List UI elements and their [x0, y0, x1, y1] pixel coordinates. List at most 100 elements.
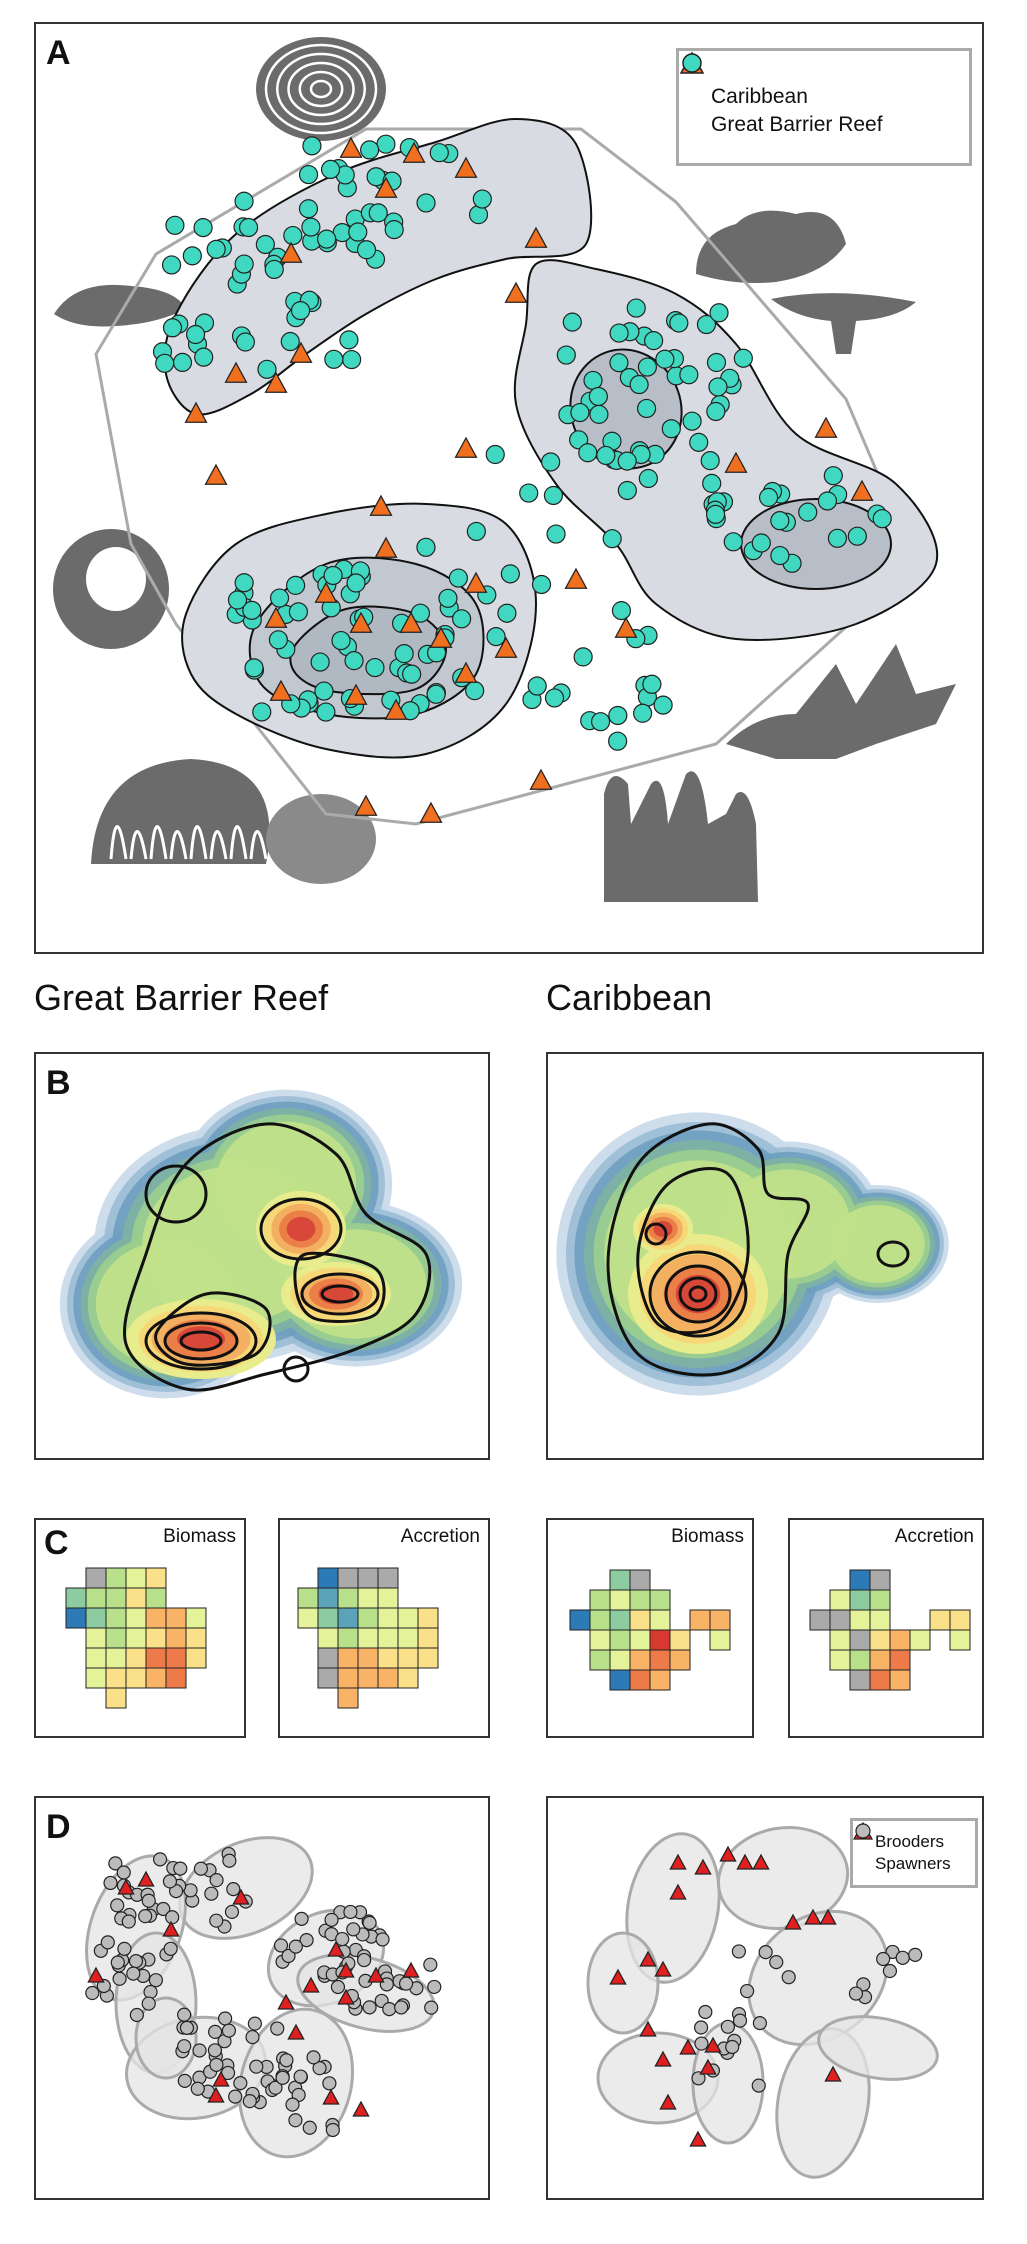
gbr-point: [629, 374, 649, 395]
heatmap-cell: [145, 1627, 167, 1649]
legend-panel-d: Brooders Spawners: [850, 1818, 978, 1888]
spawner-point: [209, 1873, 224, 1888]
brooder-point: [824, 2065, 842, 2082]
brooder-point: [719, 1845, 737, 1862]
heatmap-cell: [337, 1567, 359, 1589]
gbr-point: [609, 353, 629, 373]
gbr-point: [689, 432, 709, 452]
heatmap-cell: [909, 1629, 931, 1651]
gbr-point: [733, 348, 753, 368]
legend-label-spawners: Spawners: [875, 1854, 951, 1873]
heatmap-cell: [397, 1607, 419, 1629]
heatmap-cell: [397, 1667, 419, 1689]
panel-d-caribbean: Brooders Spawners: [546, 1796, 984, 2200]
coral-rose-ring: [276, 52, 366, 126]
spawner-point: [275, 2070, 290, 2085]
gbr-point: [602, 529, 622, 549]
legend-item-spawners: Spawners: [855, 1823, 975, 1875]
spawner-point: [343, 1904, 358, 1920]
heatmap-cell: [377, 1647, 399, 1669]
brooder-point: [699, 2058, 717, 2075]
gbr-point: [706, 401, 726, 422]
gbr-point: [817, 491, 838, 511]
panel-d-gbr: D: [34, 1796, 490, 2200]
caribbean-point: [354, 794, 378, 816]
gbr-point: [268, 630, 288, 650]
spawner-point: [758, 1945, 773, 1960]
heatmap-gbr-biomass: [65, 1567, 207, 1709]
spawner-point: [179, 2020, 195, 2035]
heatmap-cell: [569, 1609, 591, 1631]
heatmap-cell: [105, 1567, 127, 1589]
brooder-point: [232, 1888, 250, 1905]
gbr-point: [227, 590, 248, 610]
spawner-point: [856, 1977, 871, 1992]
gbr-point: [708, 377, 728, 397]
gbr-point: [429, 143, 449, 163]
spawner-point: [335, 1931, 350, 1947]
spawner-point: [781, 1970, 796, 1985]
gbr-point: [578, 443, 598, 463]
spawner-point: [357, 1952, 372, 1968]
gbr-point: [290, 300, 311, 321]
heatmap-cell: [869, 1669, 891, 1691]
brooder-point: [212, 2070, 230, 2087]
heatmap-cell: [357, 1647, 379, 1669]
spawner-point: [270, 2021, 285, 2036]
spawner-point: [346, 1922, 361, 1937]
heatmap-cell: [869, 1609, 891, 1631]
density-peak: [286, 1216, 316, 1242]
gbr-point: [165, 215, 185, 235]
gbr-point: [872, 509, 892, 529]
coral-staghorn-icon: [726, 644, 956, 759]
spawner-point: [152, 1852, 168, 1867]
spawner-point: [375, 1932, 390, 1947]
brooder-point: [322, 2088, 340, 2105]
spawner-point: [193, 1861, 209, 1876]
spawner-point: [732, 2013, 748, 2028]
density-contour-line: [648, 1250, 748, 1338]
coral-rose-ring: [298, 70, 344, 108]
gbr-point: [402, 664, 422, 684]
density-peak: [675, 1274, 721, 1314]
brooder-point: [669, 1853, 687, 1870]
gbr-point: [394, 644, 414, 664]
gbr-point: [344, 651, 364, 671]
heatmap-cell: [65, 1587, 87, 1609]
gbr-point: [617, 480, 637, 501]
spawner-point: [116, 1865, 131, 1880]
coral-brain-icon: [91, 759, 270, 864]
caribbean-point: [494, 636, 518, 658]
column-title-gbr: Great Barrier Reef: [34, 977, 329, 1018]
spawner-point: [141, 1893, 156, 1908]
heatmap-cell: [165, 1647, 187, 1669]
brooder-point: [804, 1908, 822, 1925]
heatmap-cell: [105, 1667, 127, 1689]
panel-letter-c: C: [44, 1524, 69, 1562]
spawner-point: [209, 2057, 224, 2072]
spawner-point: [751, 2078, 766, 2093]
spawner-point: [117, 1941, 132, 1956]
gbr-point: [286, 575, 306, 595]
heatmap-cell: [297, 1607, 319, 1629]
spawner-point: [294, 1911, 309, 1926]
spawner-point: [908, 1947, 923, 1962]
gbr-point: [636, 398, 657, 419]
gbr-point: [323, 565, 343, 586]
heatmap-cell: [357, 1567, 379, 1589]
heatmap-cell: [949, 1609, 971, 1631]
gbr-point: [696, 314, 717, 335]
spawner-point: [324, 1912, 339, 1927]
density-contour-line: [664, 1264, 732, 1324]
heatmap-cell: [337, 1687, 359, 1709]
spawner-point: [288, 2113, 303, 2128]
gbr-point: [588, 386, 608, 407]
coral-table-icon: [771, 293, 916, 354]
heatmap-cell: [889, 1629, 911, 1651]
spawner-point: [228, 2089, 243, 2104]
column-title-caribbean: Caribbean: [546, 977, 713, 1018]
panel-c-gbr-biomass: C Biomass: [34, 1518, 246, 1738]
gbr-point: [531, 574, 552, 595]
spawner-point: [245, 2029, 260, 2045]
gbr-point: [348, 222, 368, 242]
